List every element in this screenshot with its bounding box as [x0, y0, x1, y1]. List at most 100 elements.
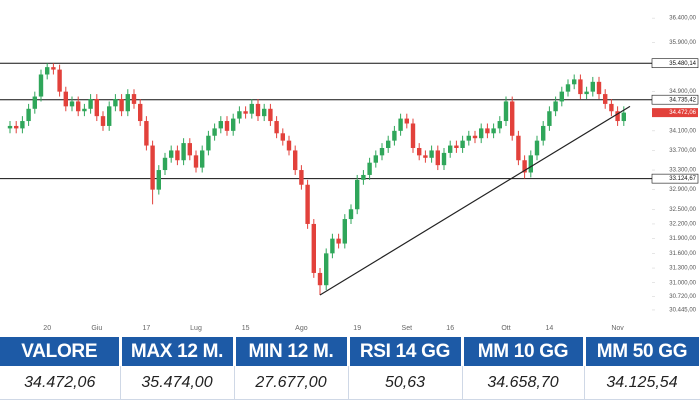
candle-body — [503, 101, 509, 122]
candle-body — [522, 160, 527, 173]
candle-body — [293, 150, 298, 171]
candle-body — [423, 155, 428, 158]
candle-body — [348, 209, 354, 220]
candle-body — [249, 103, 254, 114]
candle-body — [243, 111, 248, 114]
candle-body — [305, 184, 310, 224]
candle-body — [280, 133, 285, 141]
candle-body — [255, 103, 261, 117]
candle-body — [417, 147, 422, 156]
candle-body — [441, 152, 447, 166]
x-tick-label: Ago — [295, 325, 308, 332]
candle-body — [32, 96, 37, 109]
candle-body — [286, 140, 292, 151]
candle-body — [553, 101, 558, 112]
level-label-box — [651, 94, 699, 105]
candle-body — [262, 108, 267, 117]
x-tick-label: Ott — [501, 325, 510, 332]
y-tick-label: 36.400,00 — [669, 16, 696, 22]
candle-body — [596, 81, 602, 95]
y-tick-label: 32.200,00 — [669, 222, 696, 228]
candle-body — [224, 121, 230, 131]
header-cell: MAX 12 M. — [120, 337, 236, 366]
candle-body — [361, 174, 366, 180]
candle-body — [237, 111, 242, 119]
candle-body — [466, 135, 471, 141]
y-tick-label: 34.100,00 — [669, 128, 696, 134]
candle-body — [584, 91, 589, 95]
candle-body — [138, 103, 143, 122]
candle-body — [57, 69, 62, 92]
candle-body — [107, 106, 112, 126]
candle-body — [404, 118, 409, 124]
candle-body — [429, 150, 434, 158]
candle-body — [212, 128, 217, 136]
x-tick-label: 19 — [353, 325, 361, 332]
candle-body — [460, 140, 465, 148]
candle-body — [193, 155, 199, 168]
value-cell: 27.677,00 — [234, 366, 349, 400]
header-cell: MM 10 GG — [462, 337, 586, 366]
candle-body — [169, 150, 174, 158]
last-price-box — [652, 108, 698, 118]
candle-body — [336, 238, 341, 244]
candle-body — [76, 101, 81, 112]
y-tick-label: 30.720,00 — [669, 294, 696, 300]
candle-body — [410, 123, 416, 148]
candle-body — [88, 98, 93, 109]
candle-body — [150, 145, 155, 190]
candle-body — [131, 94, 137, 104]
candle-body — [547, 111, 552, 126]
candle-body — [497, 121, 502, 129]
candle-body — [317, 272, 323, 286]
x-tick-label: Lug — [190, 325, 202, 332]
candle-body — [100, 116, 106, 126]
candle-body — [26, 108, 31, 122]
candle-body — [45, 67, 50, 75]
candle-body — [355, 179, 360, 210]
y-tick-label: 31.000,00 — [669, 280, 696, 286]
candle-body — [38, 74, 44, 97]
candle-body — [472, 135, 478, 139]
candle-body — [448, 145, 453, 153]
value-cell: 34.125,54 — [584, 366, 700, 400]
candle-body — [218, 121, 223, 129]
candle-body — [485, 128, 490, 134]
candle-body — [231, 118, 236, 131]
candle-body — [379, 147, 385, 156]
candle-body — [516, 135, 521, 161]
candle-body — [367, 162, 372, 175]
header-cell: RSI 14 GG — [348, 337, 464, 366]
x-tick-label: 15 — [242, 325, 250, 332]
candle-body — [373, 155, 378, 163]
trendline — [319, 105, 631, 296]
candle-body — [187, 143, 192, 156]
candle-body — [565, 84, 571, 92]
candle-body — [454, 145, 459, 148]
candle-body — [541, 125, 546, 141]
value-row: 34.472,06 35.474,00 27.677,00 50,63 34.6… — [0, 366, 700, 400]
candle-body — [162, 157, 168, 171]
header-cell: MIN 12 M. — [234, 337, 350, 366]
candle-body — [534, 140, 540, 156]
y-tick-label: 32.500,00 — [669, 207, 696, 213]
x-tick-label: 14 — [546, 325, 554, 332]
candle-body — [510, 101, 515, 136]
y-tick-label: 32.900,00 — [669, 187, 696, 193]
y-tick-label: 35.900,00 — [669, 40, 696, 46]
level-label: 35.480,14 — [669, 61, 696, 67]
header-cell: VALORE — [0, 337, 122, 366]
x-tick-label: Set — [402, 325, 413, 332]
candle-body — [82, 108, 87, 112]
candle-body — [615, 111, 620, 122]
candle-body — [398, 118, 403, 131]
candle-body — [590, 81, 595, 92]
candle-body — [181, 143, 186, 161]
candle-body — [578, 79, 583, 95]
candle-body — [14, 125, 19, 129]
level-label: 34.735,42 — [669, 97, 696, 103]
candle-body — [200, 150, 205, 168]
candle-body — [274, 121, 279, 134]
candle-body — [342, 219, 347, 244]
candle-body — [63, 91, 68, 107]
